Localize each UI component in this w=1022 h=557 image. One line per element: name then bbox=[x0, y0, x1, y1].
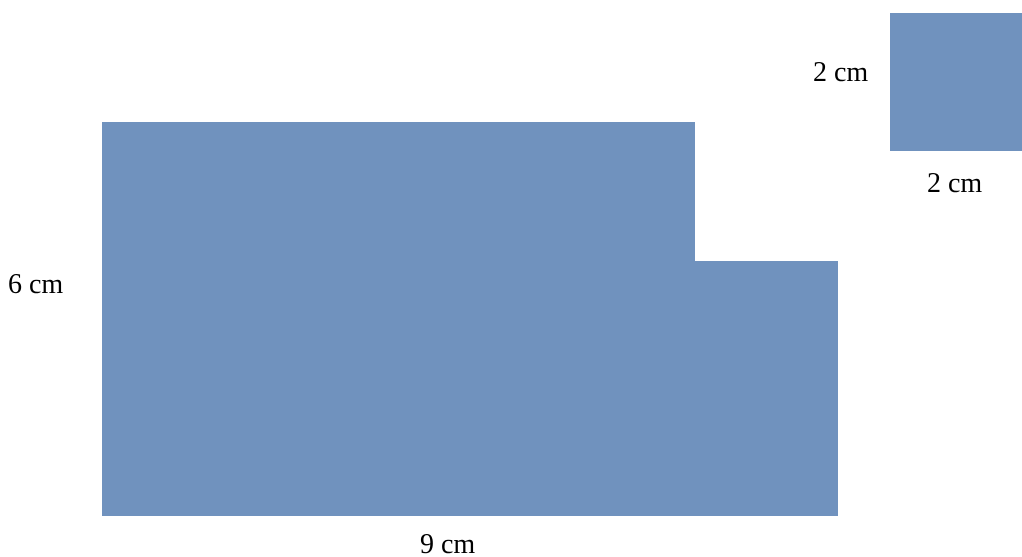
small-square-shape bbox=[890, 13, 1022, 151]
large-shape-width-label: 9 cm bbox=[420, 529, 475, 557]
small-square-bottom-label: 2 cm bbox=[927, 168, 982, 199]
large-shape-height-label: 6 cm bbox=[8, 269, 63, 300]
composite-rectangle-shape bbox=[102, 122, 838, 516]
small-square-side-label: 2 cm bbox=[813, 57, 868, 88]
